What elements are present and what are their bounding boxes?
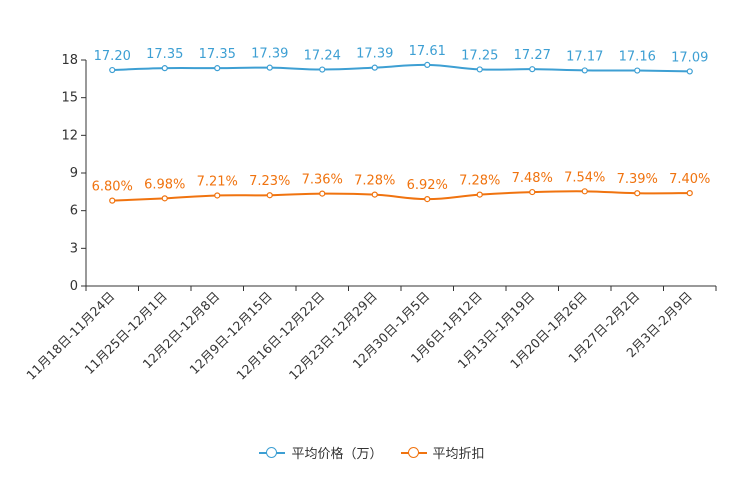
data-point	[424, 61, 431, 68]
data-label: 17.35	[146, 47, 183, 62]
data-label: 7.21%	[197, 174, 238, 189]
data-label: 7.40%	[669, 172, 710, 187]
legend: 平均价格（万） 平均折扣	[0, 443, 744, 462]
x-tick-label: 12月23日-12月29日	[286, 289, 380, 383]
data-label: 17.16	[619, 50, 656, 65]
y-tick-label: 12	[61, 128, 78, 143]
data-point	[319, 66, 326, 73]
series-line-0	[112, 63, 690, 73]
legend-discount-marker	[400, 446, 427, 459]
data-point	[214, 65, 221, 72]
data-point	[109, 197, 116, 204]
data-point	[529, 66, 536, 73]
data-label: 17.35	[199, 47, 236, 62]
data-point	[424, 196, 431, 203]
y-tick-label: 6	[70, 204, 78, 219]
y-tick-label: 3	[70, 241, 78, 256]
data-point	[161, 65, 168, 72]
data-label: 17.20	[94, 49, 131, 64]
data-point	[319, 190, 326, 197]
data-label: 7.28%	[354, 174, 395, 189]
data-label: 17.17	[566, 49, 603, 64]
data-label: 7.39%	[617, 172, 658, 187]
data-point	[371, 64, 378, 71]
data-label: 7.54%	[564, 170, 605, 185]
data-label: 6.92%	[407, 178, 448, 193]
x-tick-label: 12月16日-12月22日	[233, 289, 327, 383]
data-point	[476, 66, 483, 73]
data-label: 17.27	[514, 48, 551, 63]
data-label: 17.24	[304, 49, 341, 64]
y-tick-label: 18	[61, 53, 78, 68]
series-line-1	[112, 190, 690, 202]
y-tick-label: 0	[70, 279, 78, 294]
data-label: 7.23%	[249, 174, 290, 189]
data-point	[634, 67, 641, 74]
data-label: 7.36%	[302, 173, 343, 188]
data-point	[161, 195, 168, 202]
data-label: 6.98%	[144, 177, 185, 192]
legend-price-label: 平均价格（万）	[291, 447, 383, 462]
data-point	[686, 189, 693, 197]
data-point	[109, 66, 116, 74]
data-label: 7.48%	[512, 171, 553, 186]
data-point	[634, 190, 641, 197]
x-tick-label: 11月18日-11月24日	[23, 289, 117, 383]
data-point	[581, 67, 588, 74]
data-label: 17.25	[461, 48, 498, 63]
data-label: 17.39	[251, 47, 288, 62]
data-point	[371, 191, 378, 198]
data-label: 17.39	[356, 47, 393, 62]
data-label: 7.28%	[459, 174, 500, 189]
data-label: 17.09	[671, 50, 708, 65]
data-label: 17.61	[409, 44, 446, 59]
data-point	[686, 68, 693, 75]
data-label: 6.80%	[92, 180, 133, 195]
y-tick-label: 15	[61, 91, 78, 106]
legend-item-price[interactable]: 平均价格（万）	[259, 443, 383, 462]
data-point	[476, 191, 483, 198]
y-tick-label: 9	[70, 166, 78, 181]
data-point	[266, 192, 273, 199]
legend-discount-label: 平均折扣	[432, 447, 485, 462]
data-point	[266, 64, 273, 71]
data-point	[529, 188, 536, 196]
legend-price-marker	[259, 446, 286, 459]
data-point	[214, 192, 221, 199]
data-point	[581, 188, 588, 195]
legend-item-discount[interactable]: 平均折扣	[400, 443, 485, 462]
